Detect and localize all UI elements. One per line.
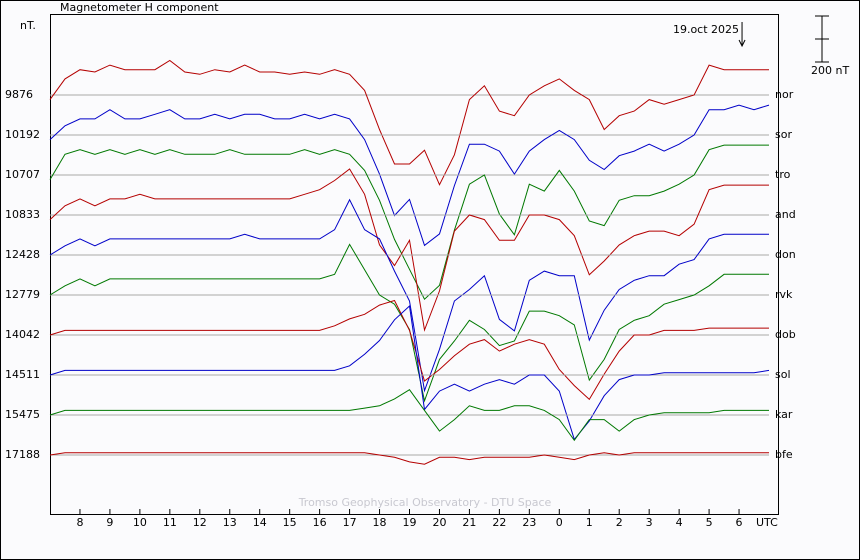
footer: Tromso Geophysical Observatory - DTU Spa… [298, 496, 552, 509]
station-trace [49, 299, 769, 401]
chart-title: Magnetometer H component [60, 1, 219, 14]
station-label: nor [775, 88, 794, 101]
station-label: and [775, 208, 796, 221]
x-tick-label: 21 [462, 516, 476, 529]
x-tick-label: 10 [133, 516, 147, 529]
station-trace [49, 59, 769, 186]
station-label: don [775, 248, 796, 261]
x-tick-label: 15 [283, 516, 297, 529]
date-marker-head [738, 39, 746, 48]
station-trace [49, 304, 770, 441]
station-label: rvk [775, 288, 793, 301]
baseline-label: 10833 [5, 208, 40, 221]
station-label: sol [775, 368, 791, 381]
station-trace [49, 198, 769, 393]
baseline-label: 17188 [5, 448, 40, 461]
station-trace [49, 168, 769, 332]
station-label: kar [775, 408, 793, 421]
station-label: dob [775, 328, 796, 341]
x-tick-label: 6 [736, 516, 743, 529]
x-tick-label: 23 [522, 516, 536, 529]
x-tick-label: 14 [253, 516, 267, 529]
baseline-label: 10192 [5, 128, 40, 141]
x-tick-label: 13 [223, 516, 237, 529]
station-trace [49, 144, 769, 301]
x-axis-label: UTC [756, 516, 778, 529]
x-tick-label: 18 [373, 516, 387, 529]
baseline-label: 12428 [5, 248, 40, 261]
x-tick-label: 1 [586, 516, 593, 529]
unit-label: nT. [20, 19, 36, 32]
x-tick-label: 3 [646, 516, 653, 529]
baseline-label: 14042 [5, 328, 40, 341]
x-tick-label: 4 [676, 516, 683, 529]
baseline-label: 9876 [5, 88, 33, 101]
x-tick-label: 17 [343, 516, 357, 529]
station-label: tro [775, 168, 791, 181]
baseline-label: 10707 [5, 168, 40, 181]
x-tick-label: 5 [706, 516, 713, 529]
baseline-label: 14511 [5, 368, 40, 381]
station-label: sor [775, 128, 792, 141]
station-trace [49, 452, 769, 465]
x-tick-label: 20 [432, 516, 446, 529]
x-tick-label: 9 [106, 516, 113, 529]
x-tick-label: 19 [403, 516, 417, 529]
baseline-label: 12779 [5, 288, 40, 301]
station-trace [49, 389, 769, 442]
scale-bar-label: 200 nT [811, 64, 849, 77]
x-tick-label: 12 [193, 516, 207, 529]
x-tick-label: 0 [556, 516, 563, 529]
station-label: bfe [775, 448, 793, 461]
x-tick-label: 16 [313, 516, 327, 529]
x-tick-label: 11 [163, 516, 177, 529]
x-tick-label: 8 [76, 516, 83, 529]
date-marker-label: 19.oct 2025 [673, 23, 739, 36]
x-tick-label: 2 [616, 516, 623, 529]
x-tick-label: 22 [492, 516, 506, 529]
baseline-label: 15475 [5, 408, 40, 421]
plot-area [50, 14, 779, 515]
station-trace [49, 104, 770, 247]
